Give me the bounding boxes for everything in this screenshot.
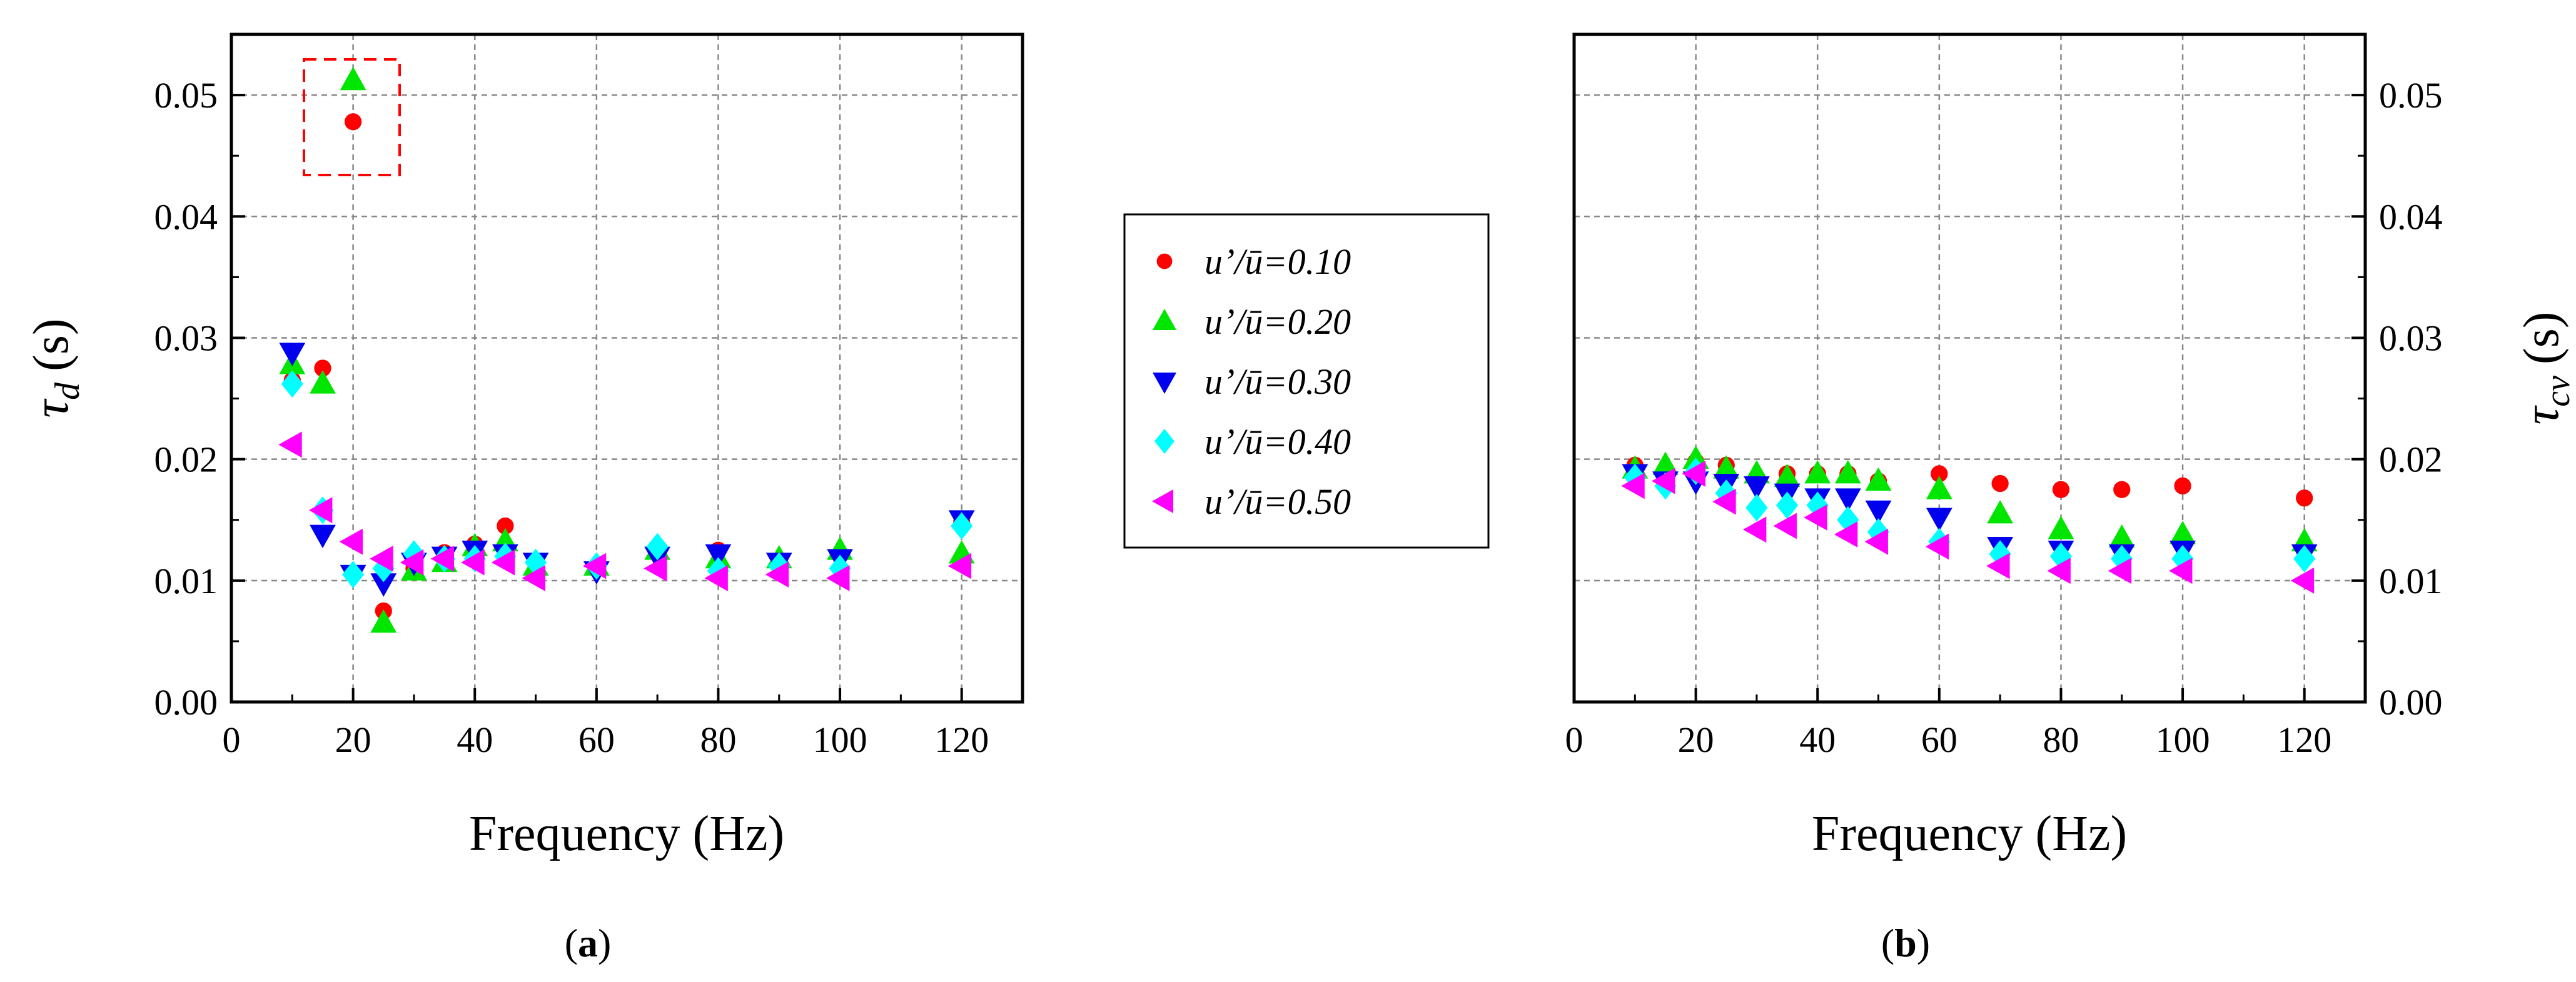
panel-a-point-series-4 xyxy=(342,561,364,588)
panel-b-point-series-2 xyxy=(1866,468,1892,491)
panel-b-xtick-label: 80 xyxy=(2043,719,2079,760)
panel-a-frame xyxy=(231,34,1023,702)
panel-a-point-series-4 xyxy=(281,370,303,398)
legend-label-4: u’/ū=0.40 xyxy=(1205,421,1351,462)
panel-a-ytick-label: 0.05 xyxy=(154,75,218,116)
panel-a-ytick-label: 0.02 xyxy=(154,439,218,480)
panel-b-gridlines xyxy=(1574,34,2365,702)
panel-b-x-axis-title: Frequency (Hz) xyxy=(1812,806,2127,861)
panel-a-xtick-label: 0 xyxy=(223,719,241,760)
panel-a-point-series-5 xyxy=(340,529,363,555)
panel-b-point-series-3 xyxy=(1926,508,1952,531)
panel-a-ytick-label: 0.04 xyxy=(154,196,218,237)
panel-b-point-series-1 xyxy=(2053,481,2069,498)
legend: u’/ū=0.10 u’/ū=0.20 u’/ū=0.30 u’/ū=0.40 u’/ū… xyxy=(1124,214,1488,548)
panel-a-label: (a) xyxy=(565,921,612,965)
panel-a-point-series-1 xyxy=(345,113,361,130)
panel-b-point-series-1 xyxy=(2113,481,2130,498)
panel-b-point-series-2 xyxy=(1987,500,2013,523)
panel-b-xtick-label: 40 xyxy=(1799,719,1836,760)
panel-b-ytick-label: 0.04 xyxy=(2379,196,2443,237)
panel-a-xtick-label: 100 xyxy=(813,719,867,760)
legend-label-2: u’/ū=0.20 xyxy=(1205,301,1351,342)
panel-a-xtick-label: 80 xyxy=(700,719,736,760)
legend-label-5: u’/ū=0.50 xyxy=(1205,481,1351,522)
panel-b-point-series-2 xyxy=(1774,464,1801,487)
panel-b-xtick-label: 20 xyxy=(1678,719,1714,760)
panel-b-point-series-2 xyxy=(2048,516,2074,539)
panel-b-point-series-1 xyxy=(2296,489,2313,506)
panel-a-xtick-label: 120 xyxy=(934,719,989,760)
panel-b-point-series-5 xyxy=(1774,513,1797,539)
panel-a-gridlines xyxy=(231,34,1023,702)
legend-label-1: u’/ū=0.10 xyxy=(1205,241,1351,282)
panel-a-ytick-label: 0.01 xyxy=(154,561,218,601)
panel-b-point-series-5 xyxy=(1743,516,1766,543)
panel-a-xtick-label: 60 xyxy=(578,719,615,760)
panel-a-ytick-label: 0.03 xyxy=(154,318,218,358)
panel-b-point-series-2 xyxy=(1804,460,1831,483)
panel-b-ytick-label: 0.02 xyxy=(2379,439,2443,480)
panel-a-x-axis-title: Frequency (Hz) xyxy=(469,806,784,861)
panel-b-point-series-2 xyxy=(2169,521,2196,544)
panel-a-ytick-label: 0.00 xyxy=(154,682,218,723)
panel-a-point-series-2 xyxy=(340,67,366,90)
panel-a-ticks: 0 20 40 60 80 100 120 0.00 0.01 0.02 0.03 0.04 0.05 xyxy=(154,75,989,760)
panel-b-point-series-1 xyxy=(2174,478,2191,494)
panel-a-point-series-2 xyxy=(310,370,336,393)
panel-b-ytick-label: 0.03 xyxy=(2379,318,2443,358)
panel-a-point-series-3 xyxy=(310,525,336,548)
panel-b-ytick-label: 0.05 xyxy=(2379,75,2443,116)
panel-b-y-axis-title: τcv(s) xyxy=(2514,312,2576,425)
panel-a-point-series-3 xyxy=(279,343,305,366)
panel-b-xtick-label: 120 xyxy=(2277,719,2331,760)
panel-b-frame xyxy=(1574,34,2365,702)
panel-a-xtick-label: 40 xyxy=(457,719,493,760)
panel-a-point-series-5 xyxy=(278,431,301,458)
panel-b-label: (b) xyxy=(1881,921,1930,965)
panel-a-y-axis-title: τd(s) xyxy=(24,318,87,418)
panel-b-point-series-2 xyxy=(1926,476,1952,499)
panel-b-ytick-label: 0.01 xyxy=(2379,561,2443,601)
legend-marker-1 xyxy=(1157,254,1173,269)
panel-b-xtick-label: 0 xyxy=(1565,719,1583,760)
panel-b-ytick-label: 0.00 xyxy=(2379,682,2443,723)
legend-label-3: u’/ū=0.30 xyxy=(1205,361,1351,402)
panel-b-point-series-1 xyxy=(1992,475,2009,492)
panel-b-point-series-2 xyxy=(1835,460,1861,483)
panel-b-xtick-label: 60 xyxy=(1921,719,1957,760)
panel-b-point-series-4 xyxy=(1745,494,1767,521)
panel-b-point-series-2 xyxy=(2109,524,2135,548)
panel-b-point-series-5 xyxy=(2291,568,2314,594)
panel-b-ticks: 0 20 40 60 80 100 120 0.00 0.01 0.02 0.03 0.04 0.05 xyxy=(1565,75,2443,760)
panel-b-points xyxy=(1621,446,2317,594)
panel-b-xtick-label: 100 xyxy=(2156,719,2210,760)
panel-a-point-series-2 xyxy=(370,609,397,633)
panel-a-xtick-label: 20 xyxy=(335,719,371,760)
panel-a-points xyxy=(278,67,974,633)
